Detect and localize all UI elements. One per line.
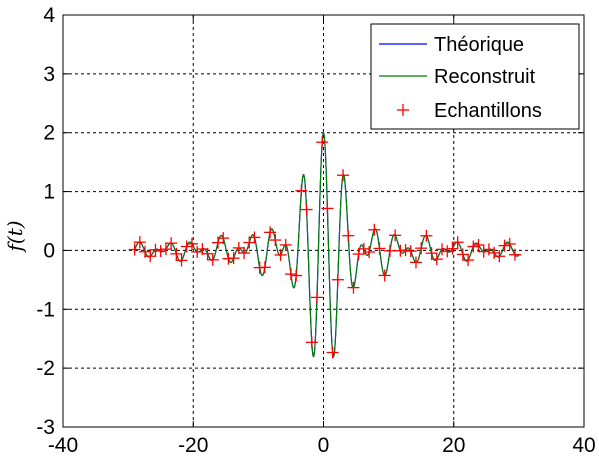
x-tick-label: -20 (178, 434, 208, 457)
sample-marker (196, 243, 209, 256)
legend: Théorique Reconstruit Echantillons (370, 23, 580, 130)
sample-marker (378, 269, 391, 282)
sample-marker (342, 229, 355, 242)
sample-marker (456, 248, 469, 261)
y-tick-label: -1 (36, 298, 55, 321)
x-tick-label: 40 (572, 434, 595, 457)
sample-marker (133, 236, 146, 249)
sample-marker (331, 273, 344, 286)
sample-marker (404, 245, 417, 258)
sample-marker (477, 245, 490, 258)
sample-marker (264, 226, 277, 239)
sample-marker (451, 236, 464, 249)
sample-marker (191, 245, 204, 258)
legend-label-echantillons: Echantillons (434, 100, 542, 122)
sample-marker (425, 247, 438, 260)
sample-marker (227, 252, 240, 265)
sample-marker (165, 237, 178, 250)
sample-marker (321, 202, 334, 215)
sample-marker (290, 269, 303, 282)
sample-marker (279, 238, 292, 251)
sample-marker (363, 246, 376, 259)
sample-marker (446, 242, 459, 255)
sample-marker (274, 248, 287, 261)
sample-marker (430, 253, 443, 266)
sample-marker (373, 242, 386, 255)
legend-label-theorique: Théorique (434, 34, 524, 56)
sample-marker (128, 243, 141, 256)
sample-marker (352, 248, 365, 261)
sample-marker (305, 336, 318, 349)
sample-marker (217, 232, 230, 245)
sample-marker (295, 184, 308, 197)
sample-marker (326, 346, 339, 359)
sample-marker (269, 234, 282, 247)
sample-marker (399, 244, 412, 257)
sample-marker (206, 253, 219, 266)
x-tick-label: 0 (318, 434, 330, 457)
sample-marker (258, 261, 271, 274)
sample-marker (316, 136, 329, 149)
sample-marker (310, 291, 323, 304)
y-tick-label: 0 (43, 239, 55, 262)
sample-marker (441, 245, 454, 258)
sample-marker (300, 203, 313, 216)
sample-marker (508, 248, 521, 261)
sample-marker (337, 169, 350, 182)
sample-marker (436, 243, 449, 256)
sample-marker (185, 237, 198, 250)
y-tick-label: 2 (43, 122, 55, 145)
y-tick-label: -2 (36, 357, 55, 380)
sample-marker (144, 250, 157, 263)
sample-marker (175, 254, 188, 267)
sample-marker (503, 237, 516, 250)
sample-marker (368, 223, 381, 236)
y-axis-label-text: f(t) (3, 220, 27, 253)
y-tick-label: 1 (43, 181, 55, 204)
sample-marker (420, 229, 433, 242)
sample-marker (357, 242, 370, 255)
plot-area (128, 131, 521, 359)
sample-marker (498, 239, 511, 252)
legend-label-reconstruit: Reconstruit (434, 66, 536, 88)
sample-marker (149, 243, 162, 256)
sample-marker (493, 250, 506, 263)
sample-marker (180, 240, 193, 253)
x-tick-label: -40 (48, 434, 78, 457)
sample-marker (170, 247, 183, 260)
sample-marker (238, 247, 251, 260)
y-tick-label: 4 (43, 4, 55, 27)
y-tick-label: -3 (36, 416, 55, 439)
sample-marker (284, 268, 297, 281)
sample-marker (389, 229, 402, 242)
sample-marker (462, 254, 475, 267)
y-axis-label: f(t) (3, 220, 27, 253)
sample-marker (232, 241, 245, 254)
sample-marker (409, 256, 422, 269)
sample-marker (383, 244, 396, 257)
sample-marker (347, 281, 360, 294)
sample-marker (472, 238, 485, 251)
x-tick-label: 20 (442, 434, 465, 457)
sample-marker (243, 236, 256, 249)
sample-marker (154, 245, 167, 258)
axis-ticks: -40 -20 0 20 40 -3 -2 -1 0 1 2 3 4 (36, 4, 595, 457)
sample-marker (467, 240, 480, 253)
sample-marker (201, 247, 214, 260)
sample-marker (248, 231, 261, 244)
legend-marker-echantillons (397, 104, 409, 116)
sample-marker (159, 243, 172, 256)
y-tick-label: 3 (43, 63, 55, 86)
sample-marker (415, 242, 428, 255)
